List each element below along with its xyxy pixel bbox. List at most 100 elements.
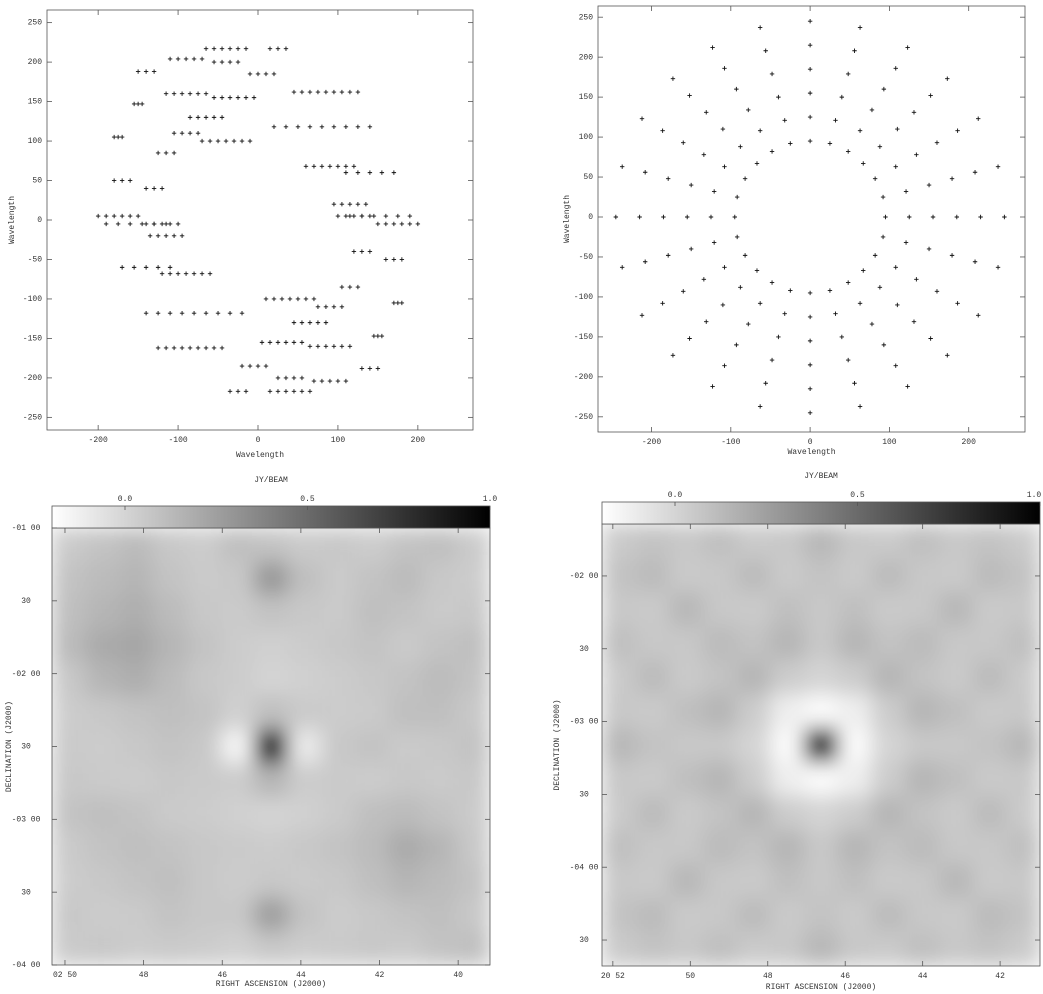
x-tick-label: 200 [961,438,976,447]
cell [52,595,86,629]
cell [220,595,254,629]
cell [602,830,636,865]
cell [804,694,838,729]
cell [322,864,356,898]
y-tick-label: -02 00 [570,572,599,581]
point [973,170,977,174]
cell [703,898,737,933]
point [384,222,388,226]
cell [389,696,423,730]
cell [872,592,906,627]
point [881,195,885,199]
cell [119,696,153,730]
point [340,344,344,348]
cell [254,898,288,932]
point [204,91,208,95]
point [320,125,324,129]
point [240,139,244,143]
point [722,363,726,367]
cell [973,694,1007,729]
point [858,25,862,29]
point [881,235,885,239]
x-tick-label: 200 [411,436,426,445]
cell [220,562,254,596]
point [735,195,739,199]
point [324,90,328,94]
cell [389,898,423,932]
point [248,139,252,143]
cell [939,762,973,797]
cell [119,797,153,831]
cell [636,932,670,967]
cell [602,898,636,933]
point [144,265,148,269]
cell [905,728,939,763]
cell [322,696,356,730]
point [710,384,714,388]
cell [737,898,771,933]
cell [770,694,804,729]
point [292,320,296,324]
point [384,257,388,261]
cell [636,660,670,695]
point [180,346,184,350]
cell [939,796,973,831]
y-tick-label: 150 [28,98,43,107]
point [380,170,384,174]
y-tick-label: 250 [579,13,594,22]
cell [703,626,737,661]
cell [872,694,906,729]
cell [636,592,670,627]
cell [703,864,737,899]
point [180,234,184,238]
x-tick-label: -200 [642,438,661,447]
point [392,170,396,174]
point [176,222,180,226]
plot-frame [47,10,473,430]
point [264,297,268,301]
y-tick-label: 50 [583,173,593,182]
y-tick-label: -03 00 [570,718,599,727]
cell [187,931,221,965]
point [296,297,300,301]
x-tick-label: 0 [808,438,813,447]
cell [872,864,906,899]
point [408,222,412,226]
point [172,151,176,155]
point [188,91,192,95]
point [882,87,886,91]
point [396,301,400,305]
point [1002,215,1006,219]
point [348,202,352,206]
y-tick-label: -100 [574,293,593,302]
cell [288,562,322,596]
cell [905,592,939,627]
cell [703,524,737,559]
cell [636,830,670,865]
cell [254,662,288,696]
point [320,164,324,168]
cell [355,662,389,696]
point [372,334,376,338]
cell [389,595,423,629]
cell [770,728,804,763]
cell [288,662,322,696]
point [180,91,184,95]
cell [322,931,356,965]
point [304,297,308,301]
cell [119,898,153,932]
point [164,222,168,226]
point [204,311,208,315]
y-tick-label: -01 00 [12,524,41,533]
point [356,285,360,289]
point [755,268,759,272]
point [232,139,236,143]
point [196,115,200,119]
point [770,149,774,153]
cell [737,728,771,763]
point [168,311,172,315]
point [689,183,693,187]
point [336,164,340,168]
cell [288,730,322,764]
point [144,311,148,315]
